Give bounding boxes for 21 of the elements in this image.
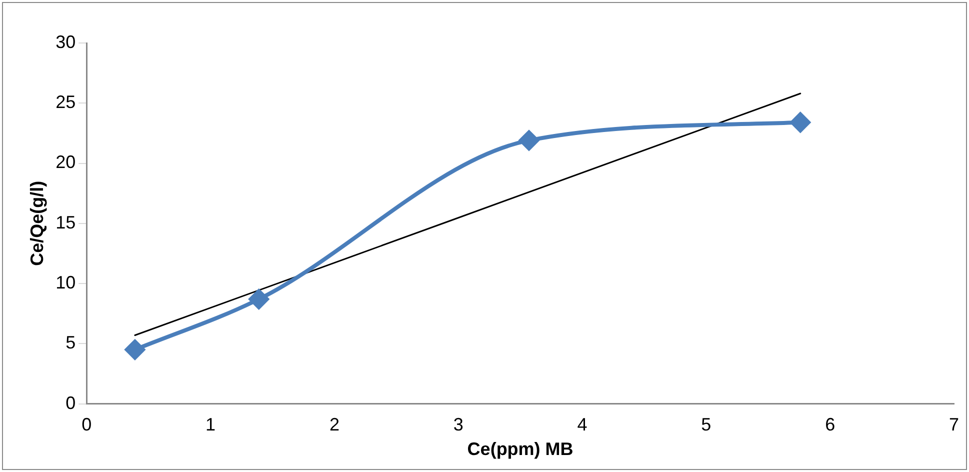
y-axis-title: Ce/Qe(g/l) <box>26 180 47 266</box>
y-tick-label: 5 <box>66 332 76 353</box>
y-tick-label: 15 <box>56 212 76 232</box>
y-tick-label: 20 <box>56 152 76 172</box>
y-tick-label: 25 <box>56 92 76 112</box>
x-tick-label: 3 <box>453 414 464 435</box>
x-tick-label: 2 <box>329 414 340 435</box>
x-tick-label: 6 <box>825 414 836 435</box>
x-tick-label: 7 <box>948 414 960 435</box>
y-tick-label: 30 <box>56 32 76 52</box>
y-tick-label: 10 <box>56 272 76 292</box>
y-tick-label: 0 <box>66 392 76 413</box>
x-tick-label: 5 <box>701 414 712 435</box>
x-tick-label: 4 <box>577 414 588 435</box>
x-tick-label: 1 <box>206 414 216 435</box>
point <box>518 130 539 150</box>
point <box>248 289 269 310</box>
x-axis-title: Ce(ppm) MB <box>467 439 574 460</box>
point <box>124 340 145 360</box>
x-tick-label: 0 <box>82 414 92 435</box>
point <box>790 112 810 132</box>
